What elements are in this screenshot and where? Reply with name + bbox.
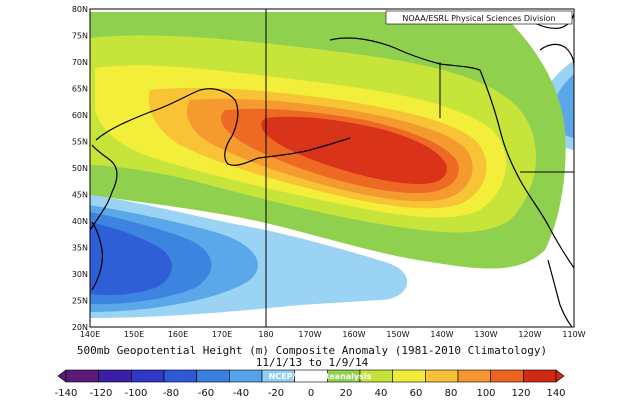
lon-label: 150W bbox=[386, 330, 409, 339]
colorbar-label: 80 bbox=[445, 388, 458, 399]
colorbar-label: -40 bbox=[233, 388, 249, 399]
lat-label: 50N bbox=[72, 164, 88, 173]
colorbar-swatch bbox=[457, 369, 491, 383]
credit-text: NOAA/ESRL Physical Sciences Division bbox=[402, 14, 555, 23]
colorbar-label: 100 bbox=[476, 388, 495, 399]
colorbar-label: 0 bbox=[308, 388, 314, 399]
colorbar-swatch bbox=[65, 369, 99, 383]
lon-label: 120W bbox=[518, 330, 541, 339]
colorbar-swatch bbox=[196, 369, 230, 383]
longitude-labels: 140E 150E 160E 170E 180 170W 160W 150W 140W 130W 1… bbox=[80, 330, 586, 339]
colorbar-label: -100 bbox=[125, 388, 148, 399]
lon-label: 110W bbox=[562, 330, 585, 339]
colorbar-swatch bbox=[392, 369, 426, 383]
colorbar-swatch bbox=[490, 369, 524, 383]
map-frame bbox=[89, 8, 575, 328]
colorbar-swatch bbox=[98, 369, 132, 383]
colorbar-swatches bbox=[57, 369, 565, 383]
colorbar-label: 60 bbox=[410, 388, 423, 399]
lat-label: 35N bbox=[72, 244, 88, 253]
lat-label: 20N bbox=[72, 323, 88, 332]
lon-label: 160W bbox=[342, 330, 365, 339]
lat-label: 40N bbox=[72, 217, 88, 226]
colorbar-swatch bbox=[425, 369, 459, 383]
lat-label: 70N bbox=[72, 58, 88, 67]
lon-label: 130W bbox=[474, 330, 497, 339]
colorbar-label: -80 bbox=[163, 388, 179, 399]
lat-label: 25N bbox=[72, 297, 88, 306]
colorbar-label: 20 bbox=[340, 388, 353, 399]
colorbar-label: -120 bbox=[90, 388, 113, 399]
colorbar-label: 120 bbox=[511, 388, 530, 399]
colorbar-label: 140 bbox=[546, 388, 565, 399]
colorbar-swatch bbox=[229, 369, 263, 383]
colorbar-arrow-right bbox=[555, 369, 565, 383]
colorbar-swatch bbox=[131, 369, 165, 383]
boundaries bbox=[265, 9, 574, 327]
map-title: 500mb Geopotential Height (m) Composite … bbox=[76, 344, 548, 357]
colorbar-swatch bbox=[523, 369, 557, 383]
lat-label: 80N bbox=[72, 5, 88, 14]
colorbar: NCEP/NCAR Reanalysis -140 -120 -100 -80 -60-… bbox=[55, 369, 566, 399]
latitude-labels: 80N 75N 70N 65N 60N 55N 50N 45N 40N 35N 30N 25N 20N bbox=[72, 5, 88, 332]
colorbar-labels: -140 -120 -100 -80 -60 -40 -20 0 20 40 60 80 100 120 1… bbox=[55, 388, 566, 399]
anomaly-map: NOAA/ESRL Physical Sciences Division 80N… bbox=[72, 5, 586, 339]
lat-label: 60N bbox=[72, 111, 88, 120]
date-range: 11/1/13 to 1/9/14 bbox=[255, 356, 369, 369]
lat-label: 55N bbox=[72, 138, 88, 147]
lat-label: 65N bbox=[72, 85, 88, 94]
colorbar-label: -20 bbox=[268, 388, 284, 399]
lon-label: 160E bbox=[168, 330, 188, 339]
colorbar-credit: NCEP/NCAR Reanalysis bbox=[269, 372, 372, 381]
colorbar-arrow-left bbox=[57, 369, 67, 383]
colorbar-swatch bbox=[163, 369, 197, 383]
colorbar-label: -140 bbox=[55, 388, 78, 399]
lon-label: 180 bbox=[258, 330, 273, 339]
lon-label: 140E bbox=[80, 330, 100, 339]
lat-label: 30N bbox=[72, 270, 88, 279]
lon-label: 150E bbox=[124, 330, 144, 339]
lon-label: 170E bbox=[212, 330, 232, 339]
credit-box: NOAA/ESRL Physical Sciences Division bbox=[385, 10, 573, 25]
lon-label: 140W bbox=[430, 330, 453, 339]
lon-label: 170W bbox=[298, 330, 321, 339]
colorbar-label: 40 bbox=[375, 388, 388, 399]
anomaly-contours bbox=[90, 9, 574, 327]
lat-label: 45N bbox=[72, 191, 88, 200]
lat-label: 75N bbox=[72, 32, 88, 41]
coastlines bbox=[90, 11, 574, 327]
colorbar-label: -60 bbox=[198, 388, 214, 399]
